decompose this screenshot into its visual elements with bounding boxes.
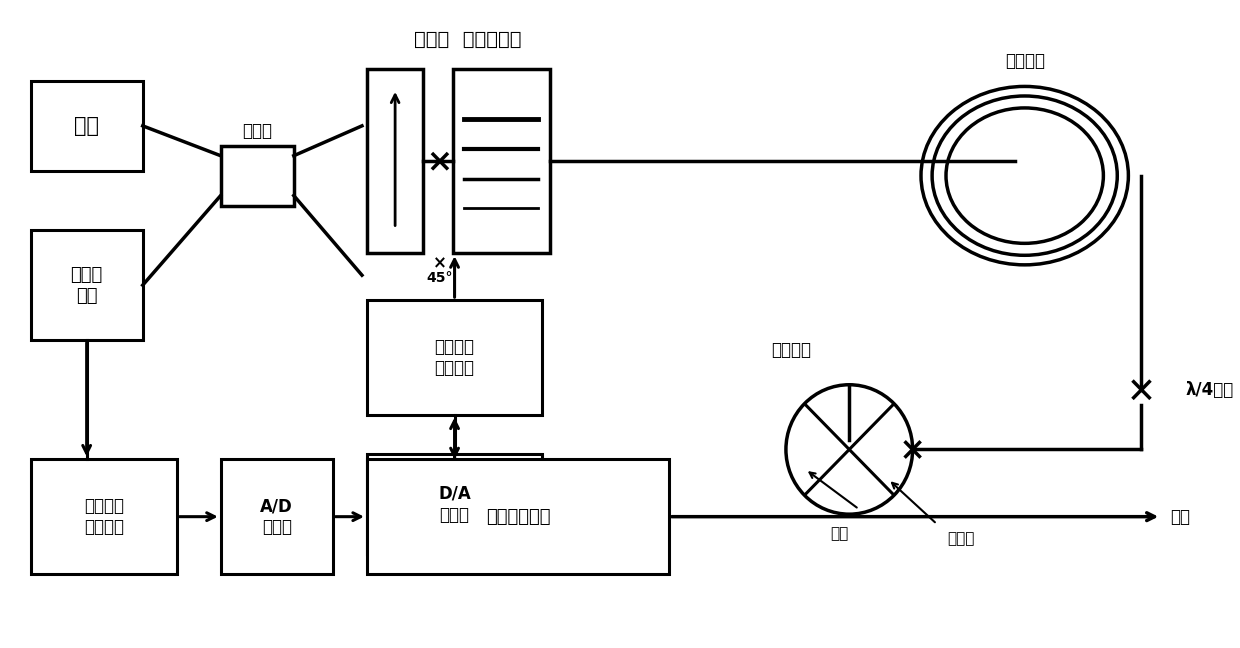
- Text: 45°: 45°: [427, 272, 453, 285]
- Text: 输出: 输出: [1171, 507, 1190, 526]
- Bar: [367, 459, 668, 574]
- Text: 光源: 光源: [74, 116, 99, 136]
- Text: 光电探
测器: 光电探 测器: [71, 266, 103, 305]
- Text: 延时光纤: 延时光纤: [1004, 52, 1044, 70]
- Bar: [221, 459, 332, 574]
- Bar: [367, 300, 542, 415]
- Bar: [221, 146, 294, 205]
- Bar: [31, 459, 177, 574]
- Text: D/A
转换器: D/A 转换器: [438, 485, 471, 524]
- Bar: [367, 69, 423, 253]
- Bar: [31, 231, 143, 340]
- Text: 耦合器: 耦合器: [242, 122, 273, 140]
- Text: 后置放大
驱动电路: 后置放大 驱动电路: [434, 338, 475, 376]
- Text: 前置放大
滤波电路: 前置放大 滤波电路: [84, 497, 124, 536]
- Text: 反射镜: 反射镜: [947, 531, 975, 546]
- Text: ×: ×: [433, 254, 446, 272]
- Bar: [31, 81, 143, 170]
- Text: 偏振器  相位调制器: 偏振器 相位调制器: [414, 30, 522, 49]
- Text: λ/4波片: λ/4波片: [1185, 381, 1234, 399]
- Text: 传感光纤: 传感光纤: [771, 341, 811, 359]
- Text: A/D
转换器: A/D 转换器: [260, 497, 293, 536]
- Bar: [453, 69, 551, 253]
- Text: 导线: 导线: [831, 527, 848, 542]
- Bar: [367, 454, 542, 554]
- Text: 数据处理单元: 数据处理单元: [486, 507, 551, 526]
